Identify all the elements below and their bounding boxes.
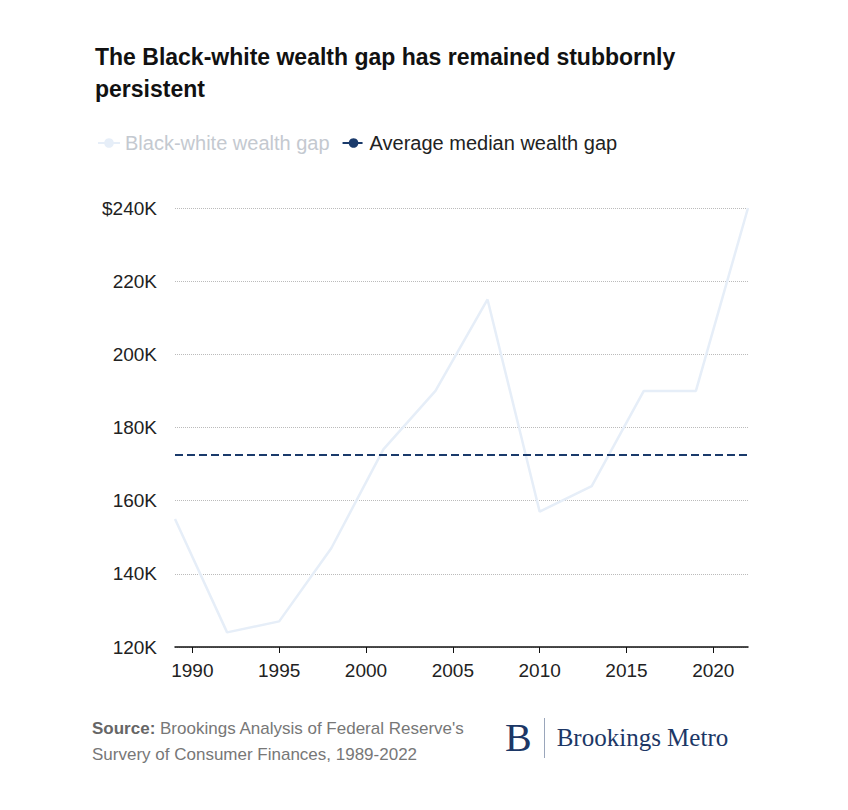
svg-text:1990: 1990 <box>171 660 213 681</box>
svg-text:1995: 1995 <box>258 660 300 681</box>
svg-text:2000: 2000 <box>345 660 387 681</box>
svg-text:2020: 2020 <box>692 660 734 681</box>
svg-text:180K: 180K <box>113 417 158 438</box>
html-text:Brookings Metro: Brookings Metro <box>556 724 729 751</box>
svg-text:The Black-white wealth gap has: The Black-white wealth gap has remained … <box>95 44 682 70</box>
html-text:B: B <box>505 715 532 760</box>
svg-text:160K: 160K <box>113 490 158 511</box>
html-text:Source: Brookings Analysis of: Source: Brookings Analysis of Federal Re… <box>92 719 464 764</box>
svg-text:Average median wealth gap: Average median wealth gap <box>370 132 618 154</box>
svg-text:220K: 220K <box>113 271 158 292</box>
svg-text:120K: 120K <box>113 637 158 658</box>
svg-text:2005: 2005 <box>432 660 474 681</box>
svg-text:200K: 200K <box>113 344 158 365</box>
svg-text:2010: 2010 <box>518 660 560 681</box>
svg-text:Black-white wealth gap: Black-white wealth gap <box>125 132 330 154</box>
svg-text:$240K: $240K <box>102 198 157 219</box>
svg-text:persistent: persistent <box>95 76 205 102</box>
svg-text:2015: 2015 <box>605 660 647 681</box>
svg-text:140K: 140K <box>113 563 158 584</box>
